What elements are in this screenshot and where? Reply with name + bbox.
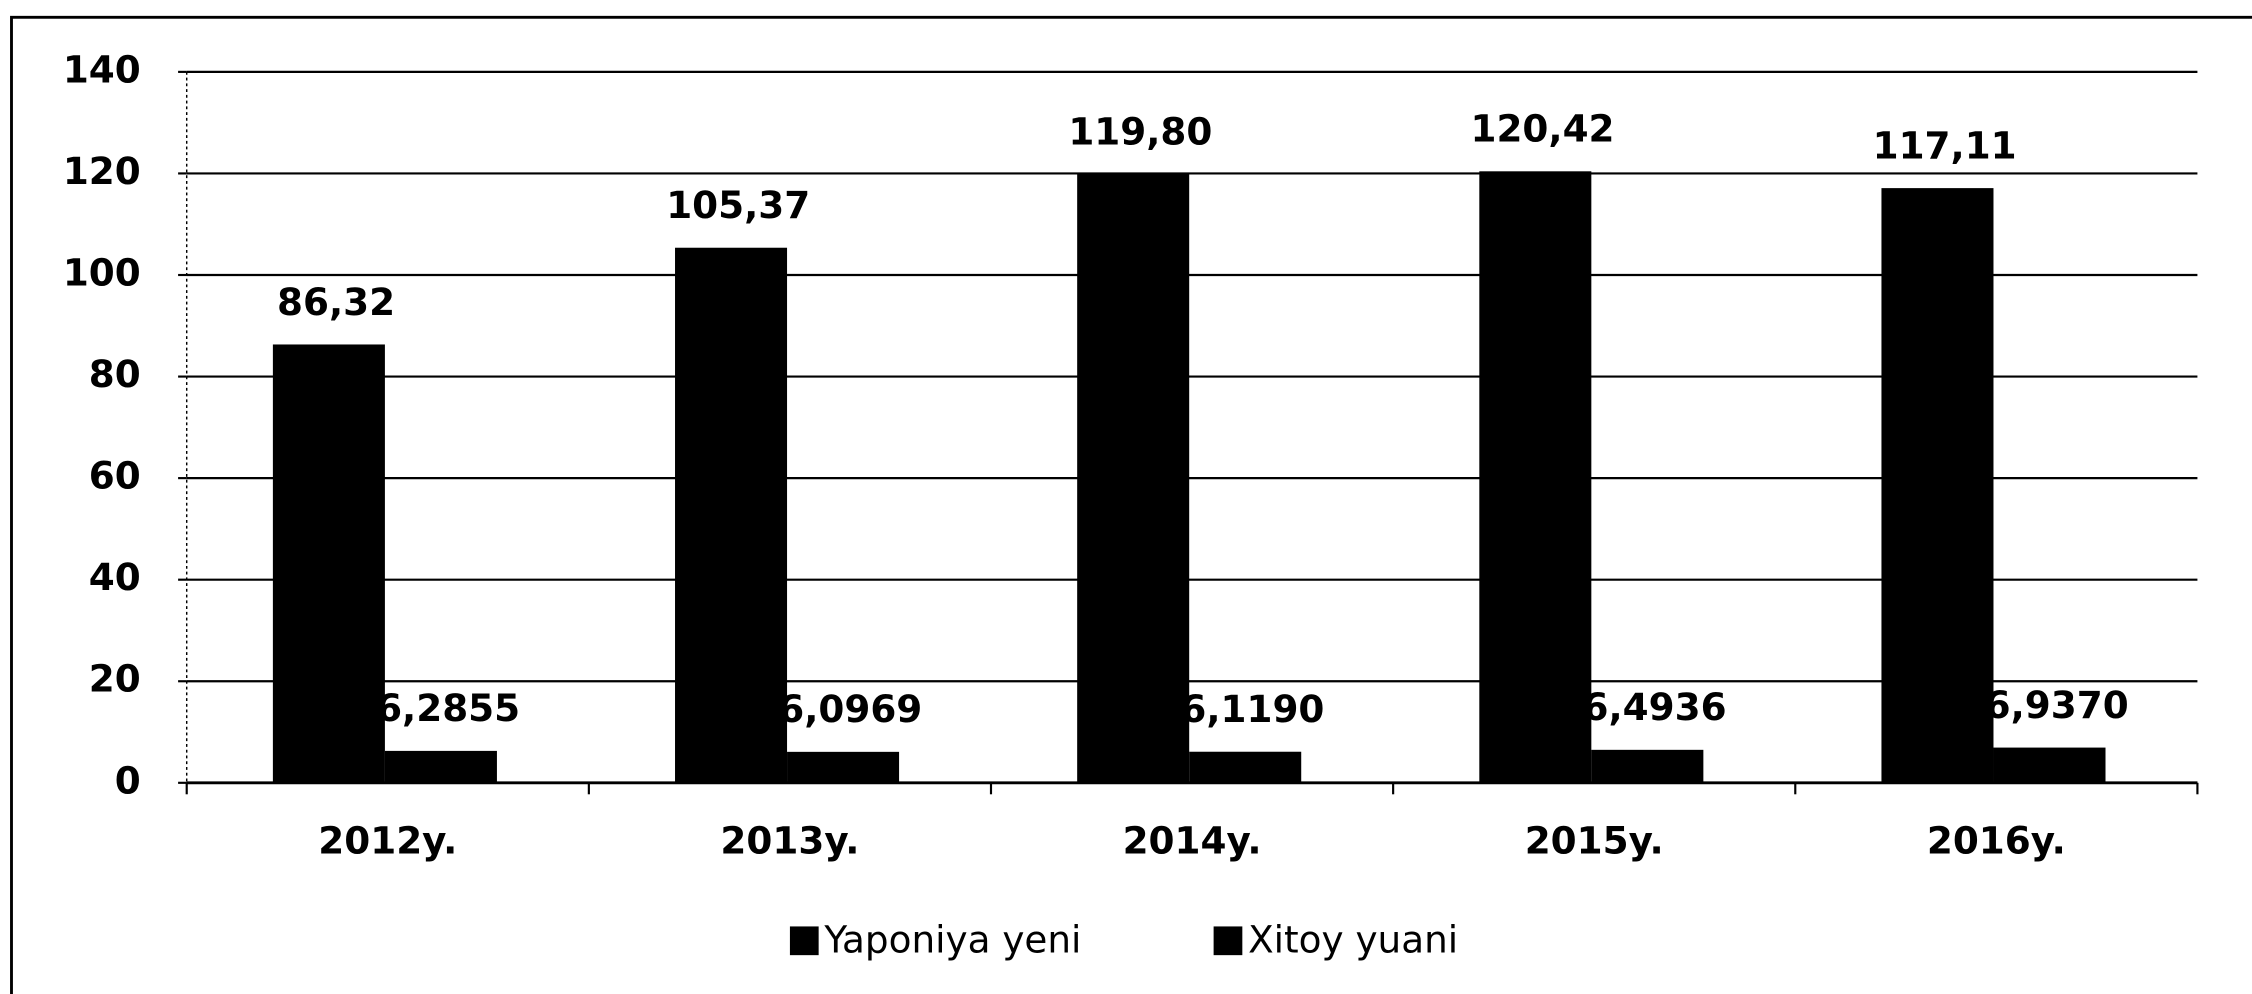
y-tick-label: 140 [63,47,141,91]
x-tick-label: 2012y. [318,819,457,863]
value-label: 6,1190 [1180,687,1324,731]
bar [1077,174,1190,783]
y-tick-label: 60 [89,454,141,498]
bar [1993,747,2106,783]
bar [675,247,788,783]
value-label: 105,37 [666,183,810,227]
legend-label: Xitoy yuani [1248,918,1458,962]
y-tick-label: 80 [89,352,141,396]
y-tick-label: 0 [115,758,141,802]
bar [1881,188,1994,783]
bar [787,751,900,783]
bar [1479,171,1592,783]
y-tick-label: 120 [63,149,141,193]
x-tick-label: 2015y. [1525,819,1664,863]
legend-label: Yaponiya yeni [823,918,1081,962]
bar [1189,751,1302,783]
value-label: 6,0969 [778,687,922,731]
value-label: 119,80 [1068,110,1212,154]
y-tick-label: 40 [89,555,141,599]
legend-swatch [789,926,819,956]
x-tick-label: 2014y. [1123,819,1262,863]
value-label: 86,32 [277,280,395,324]
value-label: 6,2855 [376,686,520,730]
x-tick-label: 2013y. [720,819,859,863]
value-label: 6,9370 [1985,683,2129,727]
chart-border [10,15,2252,994]
bar [384,750,497,783]
y-tick-label: 100 [63,251,141,295]
legend-swatch [1213,926,1243,956]
bar [1591,749,1704,783]
value-label: 120,42 [1470,107,1614,151]
value-label: 117,11 [1873,123,2017,167]
x-tick-label: 2016y. [1927,819,2066,863]
bar [272,344,385,783]
y-tick-label: 20 [89,657,141,701]
value-label: 6,4936 [1583,685,1727,729]
